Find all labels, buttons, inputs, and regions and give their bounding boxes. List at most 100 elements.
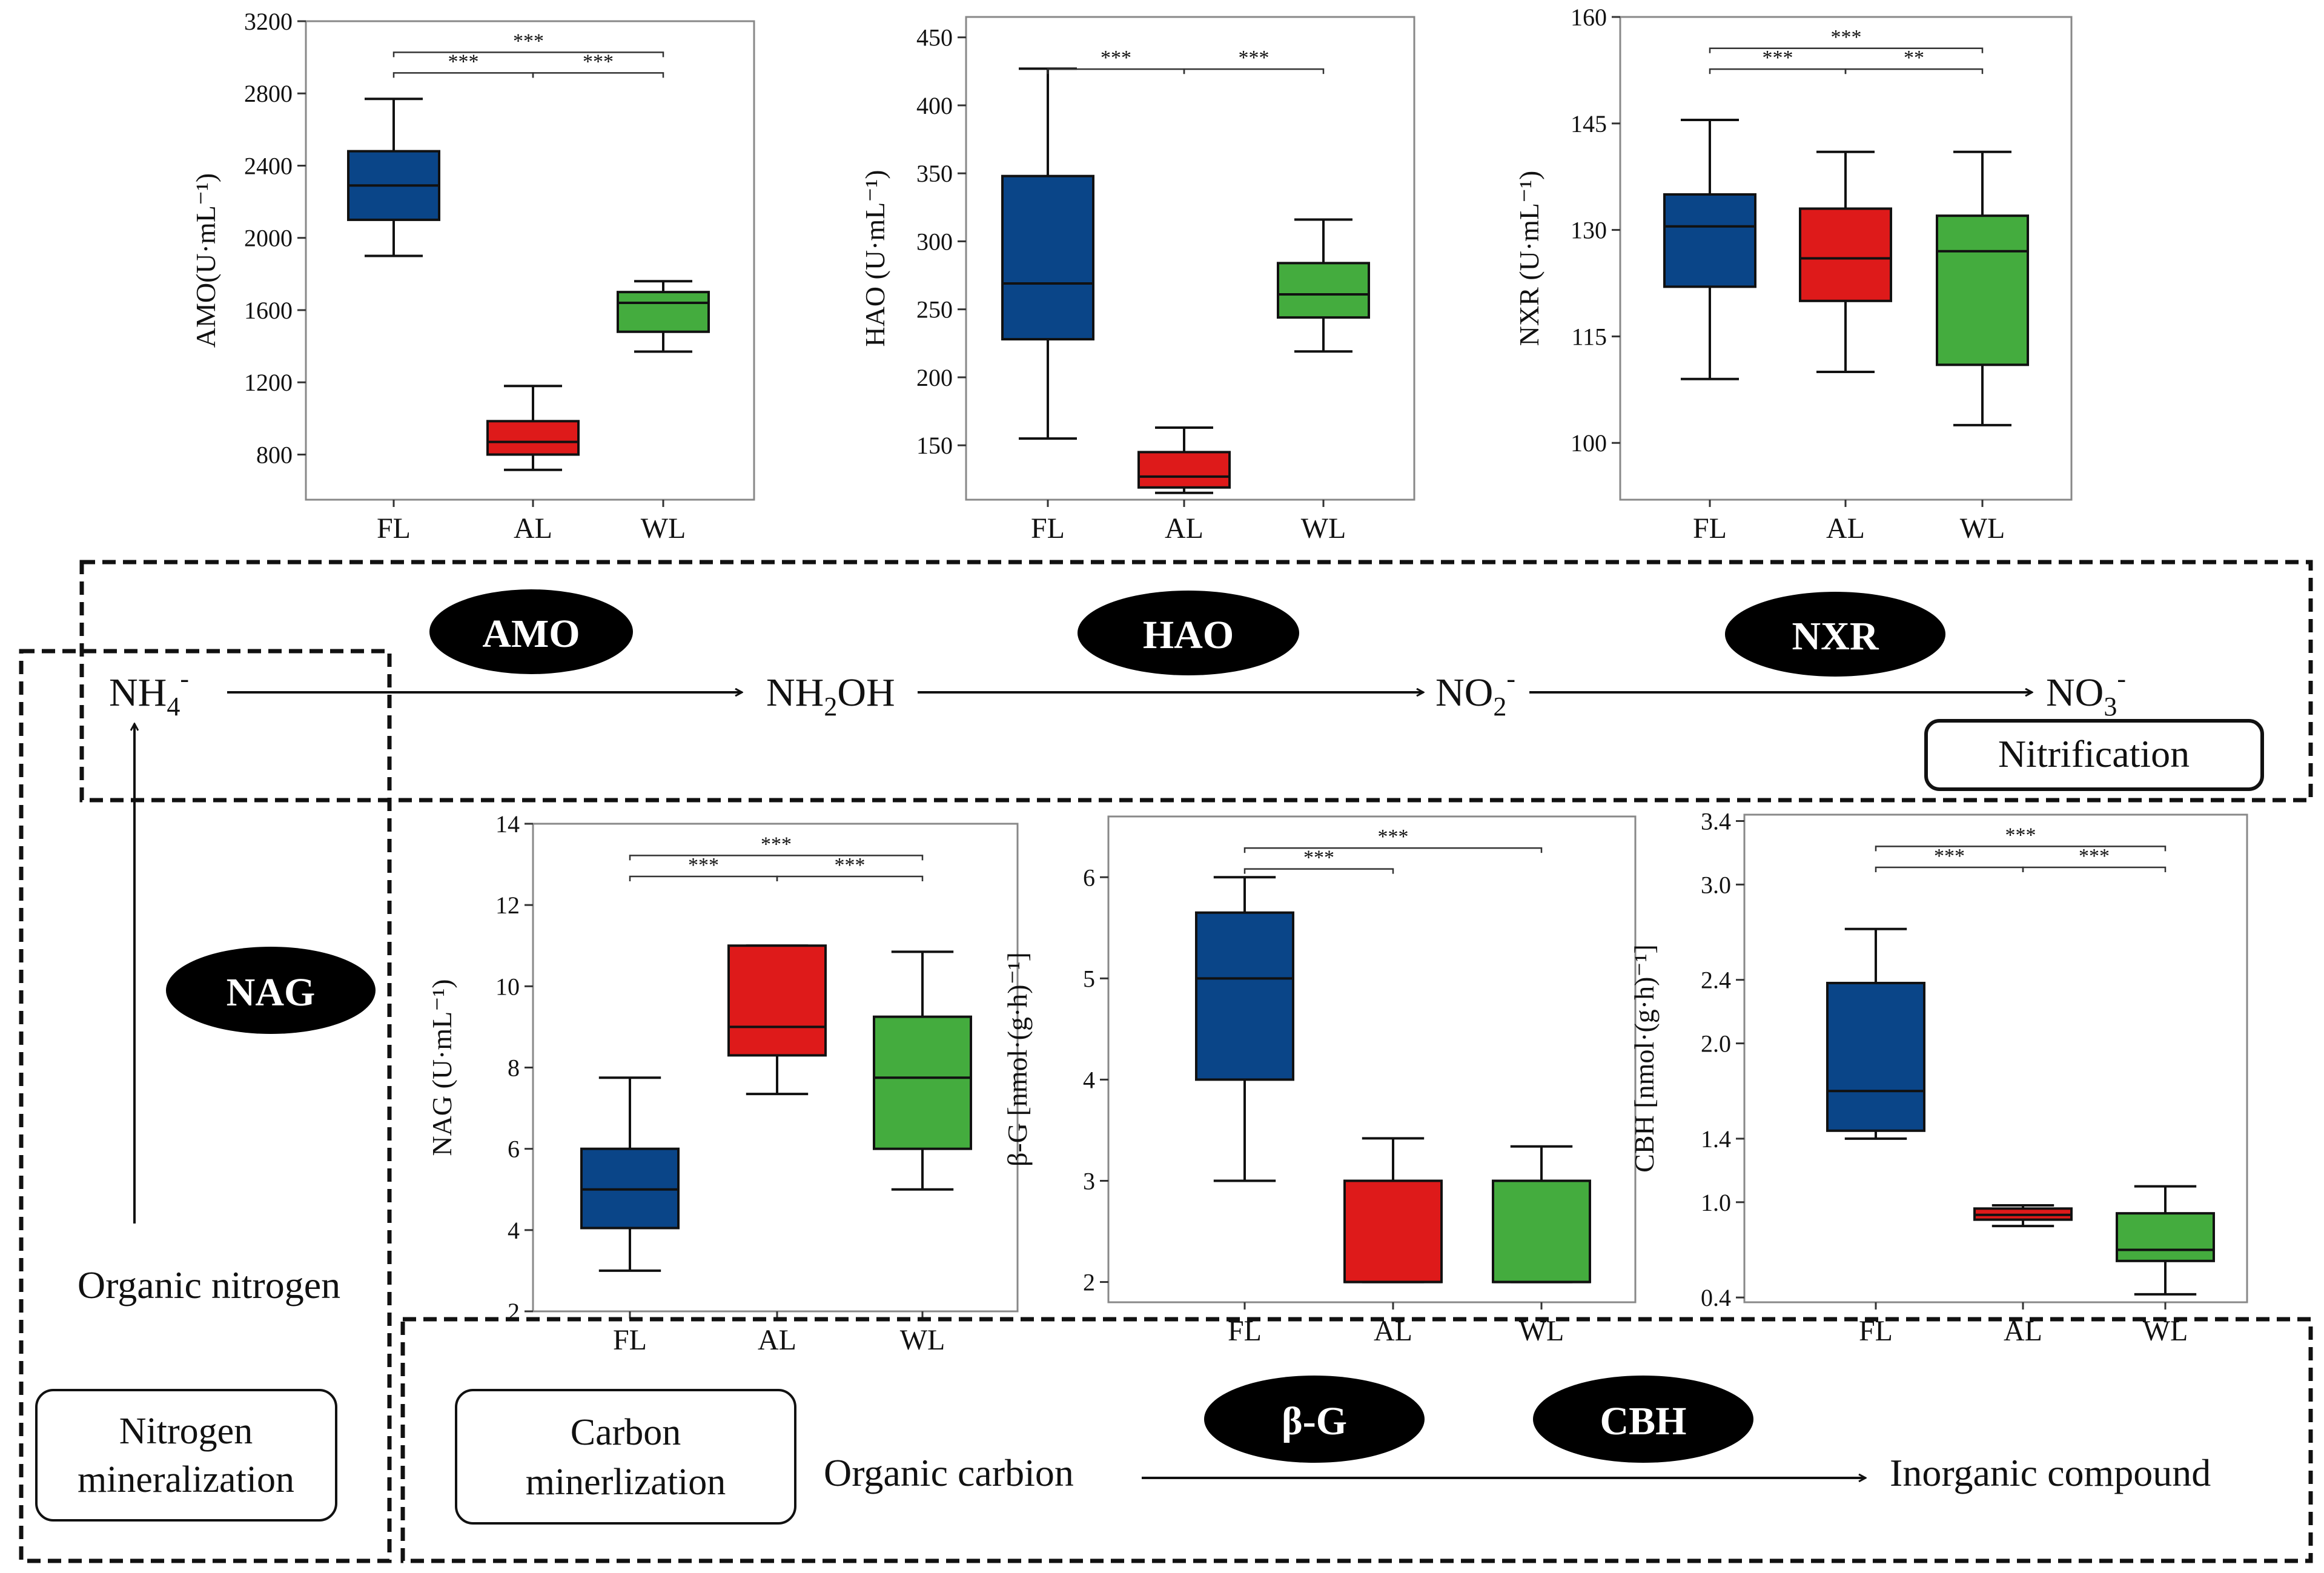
beta-g-y-tick-label: 3 [1083,1168,1095,1195]
beta-g-box-fl [1195,876,1294,1182]
beta-g-box-al [1343,1137,1443,1283]
nag-y-tick-label: 12 [495,892,520,919]
nxr-y-axis-label: NXR (U·mL⁻¹) [1514,171,1544,346]
svg-text:***: *** [1101,47,1131,69]
cbh-y-tick-label: 1.0 [1701,1189,1731,1216]
nxr-y-tick-label: 115 [1571,323,1607,350]
amo-significance-al-wl: *** [532,50,664,78]
hao-oval-label: HAO [1143,613,1234,657]
nxr-box-al [1799,150,1892,374]
nh4-label: NH4- [109,664,189,721]
hao-y-tick-label: 200 [916,364,953,391]
amo-y-tick-label: 1600 [244,297,293,324]
hao-x-tick-label-fl: FL [1031,512,1065,545]
cbh-plot-frame [1743,813,2248,1303]
hao-box-al [1137,426,1231,494]
hao-y-tick-label: 150 [916,432,953,459]
nxr-box-fl [1663,118,1756,380]
nitrification-label: Nitrification [1998,732,2190,775]
hao-y-axis-label: HAO (U·mL⁻¹) [859,170,890,346]
nag-box-fl [580,1076,680,1272]
nitrogen-mineralization-dashed-frame [19,649,392,1563]
beta-g-y-tick-label: 5 [1083,965,1095,992]
amo-box-al [486,385,580,471]
nxr-significance-fl-wl: *** [1709,26,1984,53]
nxr-enzyme-oval: NXR [1725,592,1945,677]
amo-significance-fl-al: *** [392,50,534,78]
amo-box-plot: 800 1200 1600 2000 2400 2800 3200 AMO(U·mL⁻¹) FL… [190,8,755,545]
cbh-y-tick-label: 3.4 [1701,807,1731,835]
hao-y-tick-label: 450 [916,24,953,51]
svg-text:***: *** [448,50,479,73]
svg-text:***: *** [513,30,544,52]
amo-box-fl [347,98,440,257]
cbh-y-tick-label: 2.4 [1701,967,1731,994]
cbh-y-tick-label: 3.0 [1701,871,1731,898]
hao-x-tick-label-al: AL [1165,512,1203,545]
beta-g-y-tick-label: 4 [1083,1066,1095,1093]
beta-g-significance-fl-al: *** [1243,847,1394,874]
cbh-y-tick-label: 2.0 [1701,1030,1731,1058]
beta-g-plot-frame [1107,815,1637,1303]
carbon-mineralization-label-line1: Carbon [571,1412,681,1453]
cbh-box-al [1973,1204,2073,1228]
svg-text:***: *** [1239,47,1270,69]
nitrogen-mineralization-label-line1: Nitrogen [119,1411,253,1452]
nh2oh-label: NH2OH [766,671,895,721]
no2-label: NO2- [1435,664,1515,721]
hao-y-tick-label: 250 [916,296,953,323]
organic-carbon-label: Organic carbion [824,1451,1074,1494]
amo-y-tick-label: 1200 [244,369,293,396]
nag-box-al [727,944,827,1096]
svg-text:***: *** [2005,824,2036,846]
nxr-y-tick-label: 160 [1571,4,1607,31]
cbh-y-tick-label: 0.4 [1701,1284,1731,1311]
nitrification-dashed-frame [79,560,2313,803]
cbh-box-fl [1826,927,1925,1140]
amo-y-tick-label: 800 [256,441,293,468]
hao-box-wl [1277,218,1370,353]
amo-x-tick-label-wl: WL [641,512,686,545]
hao-significance-fl-al: *** [1047,47,1185,75]
nxr-y-tick-label: 100 [1571,429,1607,457]
svg-text:***: *** [1303,847,1334,869]
amo-plot-frame [305,20,755,501]
carbon-mineralization-dashed-frame [400,1317,2313,1563]
nag-y-tick-label: 8 [508,1055,520,1082]
hao-y-tick-label: 300 [916,228,953,255]
nag-box-wl [873,950,972,1191]
amo-box-wl [617,280,710,353]
nag-significance-al-wl: *** [776,854,924,881]
beta-g-significance-fl-wl: *** [1243,826,1543,853]
cbh-enzyme-oval: CBH [1533,1376,1753,1463]
amo-y-tick-label: 2000 [244,225,293,252]
nitrogen-mineralization-label-box [35,1389,337,1522]
nxr-oval-label: NXR [1792,614,1879,658]
cbh-box-wl [2116,1185,2215,1296]
amo-x-tick-label-fl: FL [377,512,411,545]
nxr-significance-fl-al: *** [1709,47,1847,75]
amo-x-tick-label-al: AL [514,512,552,545]
svg-text:***: *** [1763,47,1793,69]
organic-nitrogen-label: Organic nitrogen [78,1263,340,1306]
cbh-significance-fl-al: *** [1875,845,2024,872]
svg-text:***: *** [835,854,866,876]
nag-enzyme-oval: NAG [166,947,376,1034]
nitrogen-mineralization-label-line2: mineralization [78,1459,294,1500]
cbh-oval-label: CBH [1600,1399,1686,1443]
amo-y-tick-label: 3200 [244,8,293,35]
svg-text:***: *** [1934,845,1965,867]
beta-g-enzyme-oval: β-G [1204,1376,1425,1463]
amo-oval-label: AMO [482,612,580,656]
nag-y-axis-label: NAG (U·mL⁻¹) [426,979,457,1156]
nxr-x-tick-label-al: AL [1826,512,1865,545]
carbon-mineralization-label-box [455,1389,796,1525]
svg-text:***: *** [688,854,719,876]
hao-box-plot: 150 200 250 300 350 400 450 HAO (U·mL⁻¹) FL AL WL *… [859,16,1415,545]
svg-text:***: *** [1378,826,1409,848]
amo-enzyme-oval: AMO [429,589,633,674]
